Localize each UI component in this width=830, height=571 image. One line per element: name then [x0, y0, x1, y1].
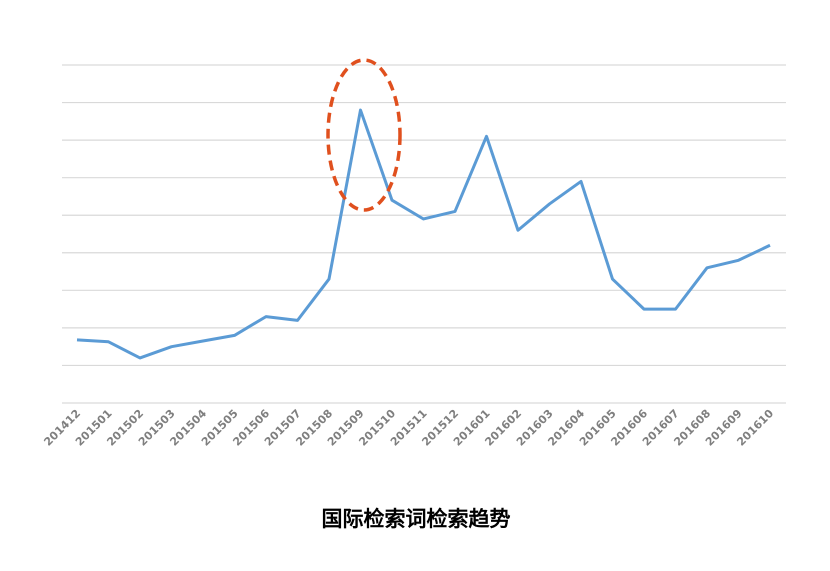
plot: 2014122015012015022015032015042015052015… — [41, 108, 776, 449]
grid — [62, 64, 786, 404]
chart-title: 国际检索词检索趋势 — [322, 507, 511, 531]
line-series — [76, 108, 771, 360]
highlight-ellipse — [326, 58, 402, 212]
